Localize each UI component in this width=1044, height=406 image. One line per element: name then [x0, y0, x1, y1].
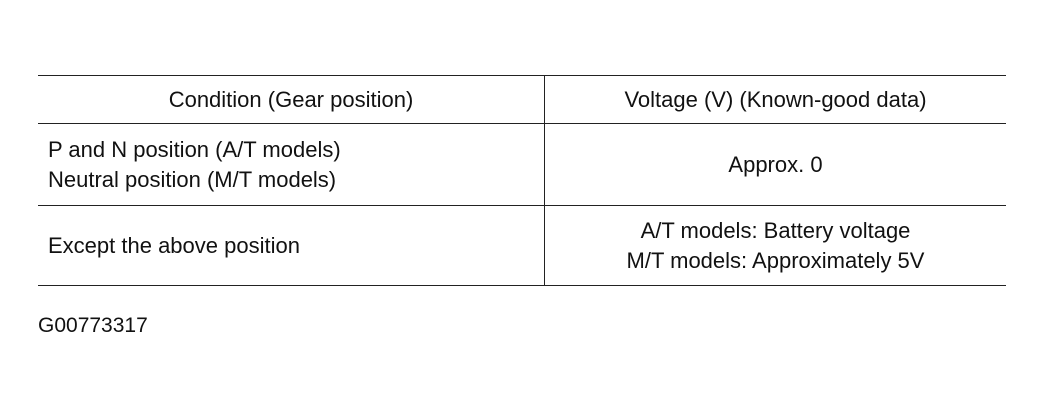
- condition-cell: P and N position (A/T models) Neutral po…: [38, 123, 545, 206]
- voltage-line: M/T models: Approximately 5V: [626, 247, 925, 273]
- header-voltage: Voltage (V) (Known-good data): [544, 75, 1006, 124]
- voltage-table: Condition (Gear position) Voltage (V) (K…: [38, 75, 1006, 286]
- voltage-line: Approx. 0: [728, 151, 823, 177]
- table-row: Except the above position A/T models: Ba…: [38, 205, 1006, 286]
- voltage-line: A/T models: Battery voltage: [640, 217, 911, 243]
- voltage-cell: A/T models: Battery voltage M/T models: …: [544, 205, 1006, 286]
- condition-line: Except the above position: [48, 232, 300, 258]
- table-row: P and N position (A/T models) Neutral po…: [38, 123, 1006, 206]
- voltage-cell: Approx. 0: [544, 123, 1006, 206]
- condition-cell: Except the above position: [38, 205, 545, 286]
- table-header-row: Condition (Gear position) Voltage (V) (K…: [38, 75, 1006, 124]
- condition-line: Neutral position (M/T models): [48, 166, 337, 192]
- header-condition: Condition (Gear position): [38, 75, 545, 124]
- condition-line: P and N position (A/T models): [48, 136, 341, 162]
- figure-id: G00773317: [38, 314, 148, 337]
